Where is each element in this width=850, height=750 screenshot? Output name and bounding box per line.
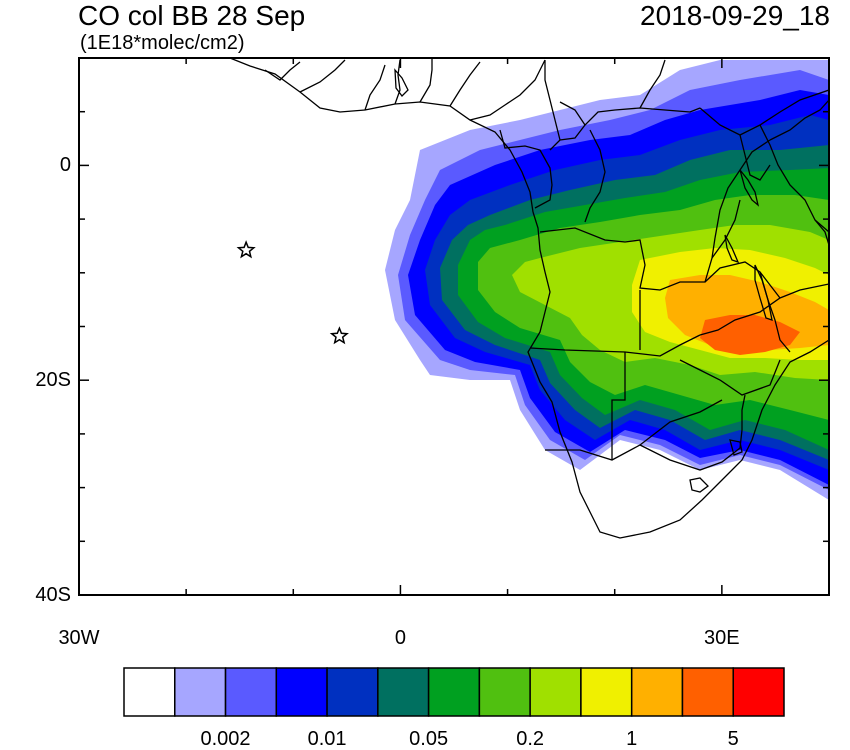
colorbar: [123, 667, 785, 717]
x-tick-label: 0: [394, 627, 406, 649]
star-marker: [236, 240, 256, 259]
colorbar-swatch: [580, 667, 633, 717]
colorbar-swatch: [174, 667, 227, 717]
y-tick-label: 0: [59, 154, 71, 177]
colorbar-swatch: [630, 667, 684, 717]
map-title: CO col BB 28 Sep: [78, 0, 306, 31]
colorbar-swatch: [123, 667, 176, 717]
colorbar-label: 0.2: [516, 728, 545, 750]
colorbar-label: 0.01: [307, 728, 347, 750]
colorbar-swatch: [427, 667, 481, 717]
colorbar-swatch: [326, 667, 379, 717]
y-tick-label: 40S: [35, 584, 71, 606]
y-tick-label: 20S: [35, 369, 71, 392]
axis-ticks: [78, 57, 830, 596]
colorbar-swatch: [377, 667, 430, 717]
colorbar-swatch: [224, 667, 278, 717]
colorbar-label: 0.05: [409, 728, 449, 750]
colorbar-swatch: [478, 667, 531, 717]
colorbar-label: 1: [626, 728, 638, 750]
coastlines-and-borders: [229, 58, 829, 539]
map-valid-time: 2018-09-29_18: [640, 0, 830, 31]
colorbar-label: 5: [727, 728, 739, 750]
x-tick-label: 30E: [704, 627, 740, 649]
colorbar-label: 0.002: [200, 728, 251, 750]
map-units: (1E18*molec/cm2): [80, 32, 245, 54]
colorbar-swatch: [529, 667, 582, 717]
site-markers: [236, 240, 349, 345]
colorbar-swatch: [275, 667, 328, 717]
colorbar-swatch: [732, 667, 785, 717]
x-tick-label: 30W: [58, 627, 100, 649]
star-marker: [329, 326, 349, 345]
colorbar-swatch: [681, 667, 734, 717]
